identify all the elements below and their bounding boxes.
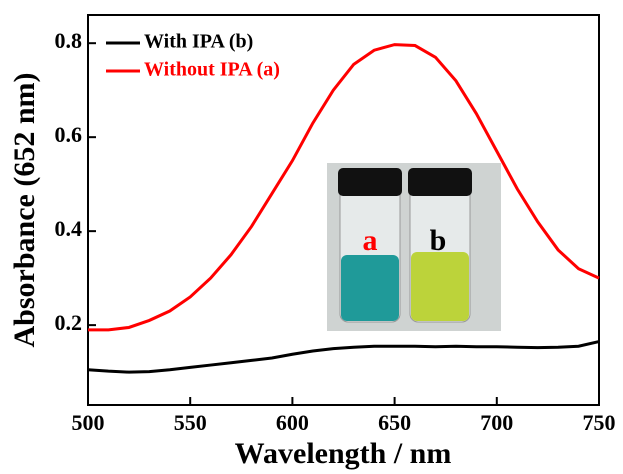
- chart: Wavelength / nm Absorbance (652 nm) 500 5…: [0, 0, 623, 474]
- x-tick-label: 600: [276, 410, 309, 435]
- legend-label: With IPA (b): [144, 31, 253, 53]
- vial-cap: [408, 168, 472, 196]
- x-tick-label: 700: [480, 410, 513, 435]
- y-tick-label: 0.2: [55, 310, 83, 335]
- data-line: [88, 342, 599, 373]
- x-tick-label: 650: [378, 410, 411, 435]
- legend-label: Without IPA (a): [144, 59, 280, 81]
- x-tick-label: 750: [583, 410, 616, 435]
- vial-cap: [338, 168, 402, 196]
- x-tick-label: 500: [72, 410, 105, 435]
- x-axis-label: Wavelength / nm: [235, 437, 452, 470]
- y-tick-label: 0.8: [55, 28, 83, 53]
- vial-liquid: [341, 255, 399, 321]
- inset-label: b: [430, 224, 447, 257]
- vial-liquid: [411, 252, 469, 321]
- y-tick-label: 0.4: [55, 216, 83, 241]
- x-tick-label: 550: [174, 410, 207, 435]
- inset-photo: [327, 163, 501, 331]
- y-axis-label: Absorbance (652 nm): [8, 73, 41, 348]
- y-tick-label: 0.6: [55, 122, 83, 147]
- inset-label: a: [363, 224, 378, 257]
